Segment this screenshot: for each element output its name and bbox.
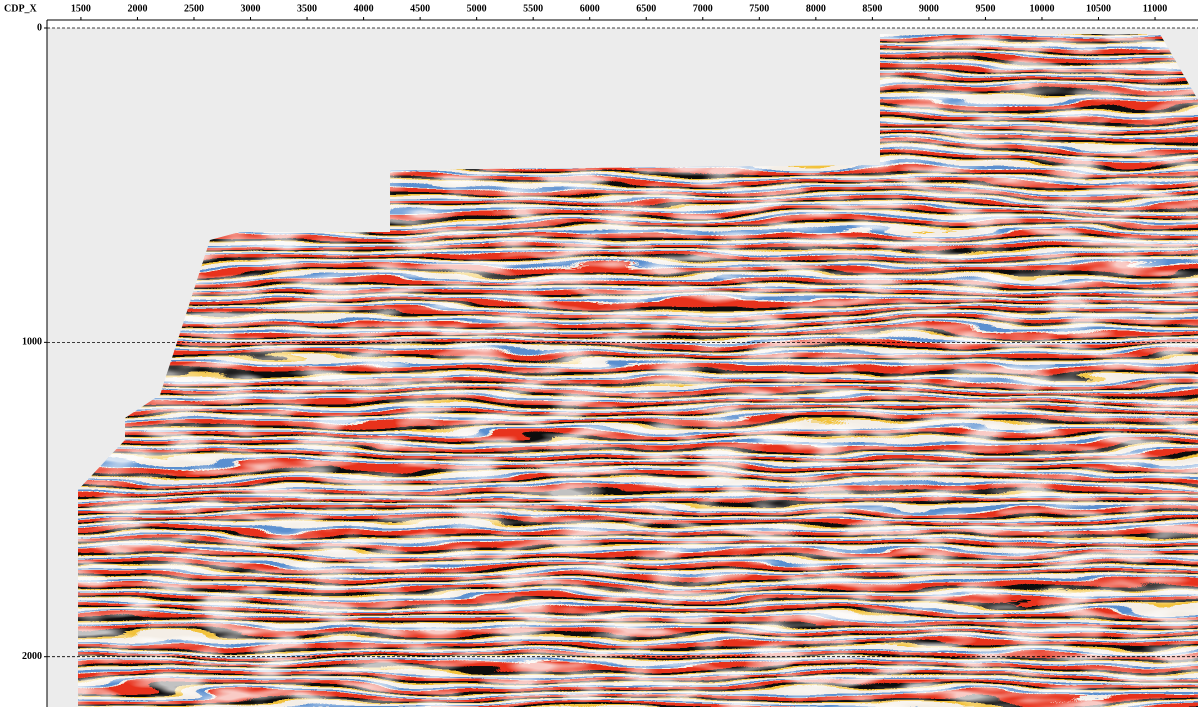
x-tick-label: 7500 (749, 3, 769, 14)
x-tick-label: 4500 (410, 3, 430, 14)
x-tick-label: 5500 (523, 3, 543, 14)
x-tick-label: 10000 (1029, 3, 1054, 14)
y-tick-label: 2000 (22, 651, 42, 662)
x-tick-label: 2000 (127, 3, 147, 14)
x-tick-label: 3000 (241, 3, 261, 14)
x-tick-label: 8500 (862, 3, 882, 14)
x-tick-label: 11000 (1143, 3, 1167, 14)
page: {"chart_data": {"type": "seismic", "x_la… (0, 0, 1198, 707)
x-tick-label: 9000 (919, 3, 939, 14)
x-tick-label: 8000 (806, 3, 826, 14)
x-tick-label: 2500 (184, 3, 204, 14)
x-tick-label: 6000 (580, 3, 600, 14)
x-tick-label: 4000 (354, 3, 374, 14)
x-tick-label: 1500 (71, 3, 91, 14)
x-tick-label: 9500 (975, 3, 995, 14)
seismic-view: CDP_X 1500 2000 2500 3000 3500 4000 4500 5000 55… (0, 0, 1198, 707)
x-tick-label: 10500 (1086, 3, 1111, 14)
x-tick-label: 5000 (467, 3, 487, 14)
x-tick-label: 6500 (636, 3, 656, 14)
y-tick-label: 0 (37, 22, 42, 33)
x-axis-label: CDP_X (4, 3, 38, 14)
x-tick-label: 3500 (297, 3, 317, 14)
y-tick-label: 1000 (22, 337, 42, 348)
x-tick-label: 7000 (693, 3, 713, 14)
